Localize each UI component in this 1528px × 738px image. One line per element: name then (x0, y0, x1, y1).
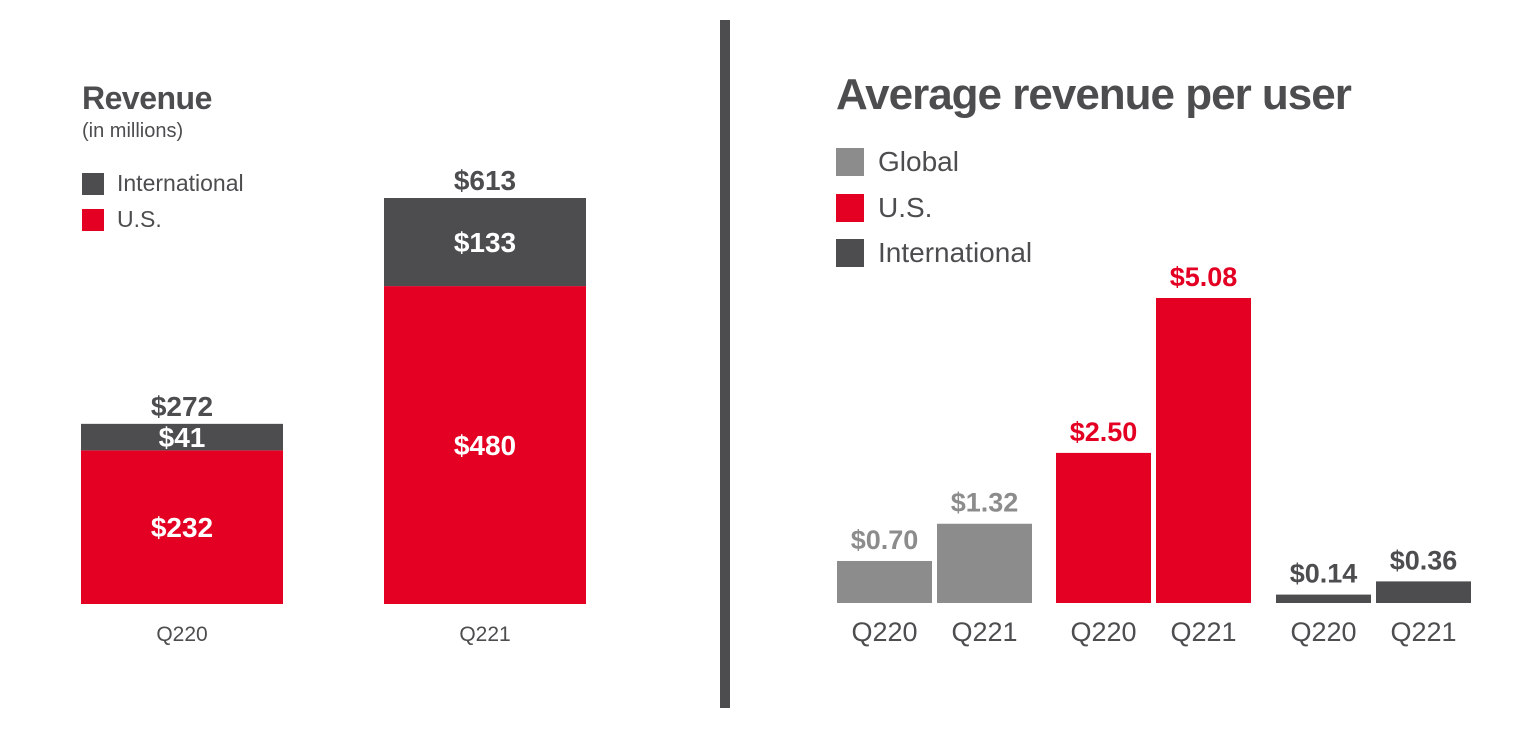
revenue-title: Revenue (82, 80, 212, 116)
legend-item-us: U.S. (82, 206, 162, 233)
legend-label-arpu-international: International (878, 237, 1033, 268)
legend-swatch-global (836, 148, 864, 176)
legend-label-arpu-us: U.S. (878, 192, 933, 223)
legend-label-international: International (117, 170, 244, 196)
total-label-q221: $613 (454, 165, 516, 196)
legend-swatch-international (82, 172, 104, 195)
legend-label-us: U.S. (117, 206, 162, 232)
legend-swatch-arpu-us (836, 194, 864, 222)
x-tick-label-q220: Q220 (156, 623, 207, 646)
data-label-global-q220: $0.70 (851, 525, 919, 555)
data-label-us-q220: $232 (151, 512, 213, 543)
bar-global-q221 (937, 523, 1032, 603)
bar-u-s-q221 (1156, 298, 1251, 603)
data-label-international-q221: $133 (454, 227, 516, 258)
bar-global-q220 (837, 560, 932, 603)
revenue-subtitle: (in millions) (82, 120, 184, 142)
bar-international-q221 (1376, 581, 1471, 603)
revenue-panel: Revenue (in millions) International U.S.… (0, 0, 715, 738)
legend-item-global: Global (836, 146, 959, 178)
x-tick-label-global-q220: Q220 (851, 617, 917, 647)
x-tick-label-u-s-q220: Q220 (1070, 617, 1136, 647)
x-tick-label-q221: Q221 (459, 623, 510, 646)
panel-divider (720, 20, 730, 708)
x-tick-label-u-s-q221: Q221 (1170, 617, 1236, 647)
data-label-u-s-q221: $5.08 (1170, 262, 1238, 292)
bar-international-q220 (1276, 594, 1371, 603)
data-label-global-q221: $1.32 (951, 488, 1019, 518)
data-label-us-q221: $480 (454, 430, 516, 461)
arpu-chart: $0.70 Q220 $1.32 Q221 $2.50 Q220 $5.08 Q221 $0.1… (837, 262, 1471, 647)
legend-item-arpu-international: International (836, 237, 1032, 269)
bar-international-q221 (384, 198, 586, 287)
x-tick-label-international-q220: Q220 (1290, 617, 1356, 647)
legend-swatch-arpu-international (836, 239, 864, 267)
legend-label-global: Global (878, 146, 959, 177)
revenue-chart: $232 $41$272 Q220 $480 $133 $613 Q221 (81, 165, 586, 646)
arpu-title: Average revenue per user (836, 70, 1352, 119)
legend-item-international: International (82, 170, 244, 197)
data-label-u-s-q220: $2.50 (1070, 417, 1138, 447)
x-tick-label-global-q221: Q221 (951, 617, 1017, 647)
data-label-international-q220: $41 (159, 422, 206, 453)
legend-swatch-us (82, 208, 104, 231)
bar-u-s-q220 (1056, 452, 1151, 603)
total-label-q220: $272 (151, 391, 213, 422)
x-tick-label-international-q221: Q221 (1390, 617, 1456, 647)
data-label-international-q221: $0.36 (1390, 545, 1458, 575)
arpu-panel: Average revenue per user Global U.S. Int… (740, 0, 1528, 738)
bar-international-q220 (81, 423, 283, 451)
data-label-international-q220: $0.14 (1290, 559, 1358, 589)
bar-us-q220 (81, 450, 283, 604)
legend-item-arpu-us: U.S. (836, 192, 932, 224)
bar-us-q221 (384, 286, 586, 604)
